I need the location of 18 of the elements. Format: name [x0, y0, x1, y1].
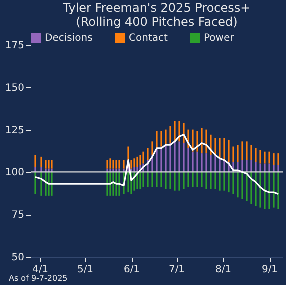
line-series [34, 134, 280, 196]
legend-label: Decisions [45, 33, 93, 44]
y-tick-label: 75 [12, 210, 24, 222]
x-tick-label: 4/1 [32, 264, 49, 276]
y-tick-label: 50 [12, 252, 24, 264]
x-tick-label: 9/1 [262, 264, 278, 276]
x-tick-label: 5/1 [77, 264, 94, 276]
y-tick-label: 100 [5, 168, 24, 179]
legend-label: Contact [129, 33, 168, 44]
y-tick-label: 175 [5, 40, 24, 52]
x-tick-label: 7/1 [168, 264, 186, 276]
legend-label: Power [204, 33, 236, 44]
text: As of 9-7-2025 [9, 274, 68, 283]
x-tick-label: 8/1 [215, 264, 232, 276]
y-tick-label: 150 [5, 82, 24, 94]
y-tick-label: 125 [5, 125, 24, 136]
chart-title: Tyler Freeman's 2025 Process+ (Rolling 400 Pitches Faced) [62, 1, 251, 29]
x-tick-label: 6/1 [124, 264, 140, 276]
